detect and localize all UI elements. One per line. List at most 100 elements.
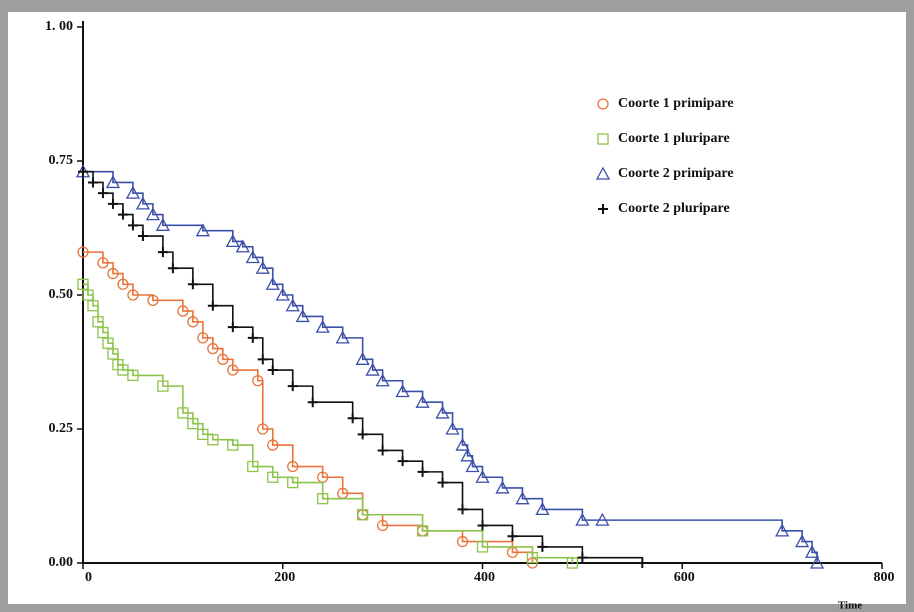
- censor-marker: [127, 289, 139, 301]
- censor-marker: [457, 504, 468, 515]
- y-tick-label: 0.50: [49, 287, 74, 302]
- censor-marker: [177, 305, 189, 317]
- censor-marker: [804, 544, 820, 558]
- censor-marker: [77, 246, 89, 258]
- censor-marker: [267, 471, 279, 483]
- censor-marker: [78, 166, 88, 177]
- censor-marker: [97, 188, 108, 199]
- censor-marker: [77, 278, 89, 290]
- survival-curve: [83, 251, 534, 563]
- legend-marker: [598, 204, 608, 214]
- censor-marker: [265, 276, 280, 290]
- censor-marker: [566, 557, 579, 569]
- censor-marker: [97, 326, 109, 339]
- censor-marker: [355, 351, 370, 365]
- censor-marker: [125, 185, 141, 199]
- censor-marker: [315, 319, 330, 333]
- censor-marker: [255, 260, 270, 274]
- censor-marker: [577, 552, 588, 563]
- censor-marker: [595, 512, 610, 526]
- censor-marker: [435, 405, 450, 419]
- censor-marker: [356, 509, 369, 521]
- censor-marker: [515, 491, 530, 505]
- x-axis-label: Time: [838, 600, 862, 612]
- censor-marker: [87, 177, 98, 188]
- y-tick-label: 0.25: [49, 421, 74, 436]
- censor-marker: [207, 342, 219, 355]
- censor-marker: [82, 289, 94, 301]
- censor-marker: [475, 469, 490, 483]
- censor-marker: [267, 439, 279, 451]
- censor-marker: [357, 429, 368, 440]
- censor-marker: [247, 332, 258, 343]
- censor-marker: [195, 223, 210, 237]
- censor-marker: [275, 287, 290, 301]
- censor-marker: [335, 330, 350, 344]
- x-tick-label: 0: [85, 570, 92, 585]
- censor-marker: [207, 300, 218, 311]
- censor-marker: [92, 316, 104, 328]
- censor-marker: [477, 520, 488, 531]
- censor-marker: [377, 445, 388, 456]
- censor-marker: [247, 460, 259, 473]
- censor-marker: [107, 198, 118, 209]
- censor-marker: [107, 267, 119, 280]
- censor-marker: [227, 364, 239, 376]
- censor-marker: [507, 531, 518, 542]
- survival-curve: [83, 283, 574, 563]
- censor-marker: [287, 460, 299, 473]
- censor-marker: [107, 348, 119, 360]
- censor-marker: [416, 525, 429, 537]
- censor-marker: [127, 220, 138, 231]
- censor-marker: [187, 316, 199, 328]
- censor-marker: [227, 439, 239, 451]
- censor-marker: [537, 541, 548, 552]
- censor-marker: [795, 534, 810, 548]
- censor-marker: [775, 523, 790, 537]
- x-tick-label: 600: [674, 570, 695, 585]
- censor-marker: [317, 493, 329, 505]
- censor-marker: [227, 322, 238, 333]
- censor-marker: [97, 257, 109, 269]
- legend-marker: [595, 166, 611, 180]
- censor-marker: [285, 298, 300, 312]
- x-tick-label: 200: [274, 570, 295, 585]
- x-tick-label: 400: [474, 570, 495, 585]
- censor-marker: [127, 369, 139, 382]
- censor-marker: [287, 381, 298, 392]
- censor-marker: [287, 476, 299, 489]
- censor-marker: [347, 413, 358, 424]
- censor-marker: [445, 421, 460, 435]
- censor-marker: [177, 407, 189, 419]
- censor-marker: [252, 375, 264, 387]
- censor-marker: [87, 300, 99, 312]
- censor-marker: [295, 309, 310, 323]
- legend-marker: [597, 133, 609, 145]
- censor-marker: [495, 480, 510, 494]
- censor-marker: [135, 196, 151, 210]
- censor-marker: [157, 247, 168, 258]
- legend-label: Coorte 2 primipare: [618, 166, 734, 181]
- censor-marker: [365, 362, 380, 376]
- censor-marker: [476, 541, 489, 553]
- plot-background: [8, 12, 906, 604]
- censor-marker: [155, 217, 170, 231]
- censor-marker: [460, 448, 475, 462]
- censor-marker: [417, 466, 428, 477]
- censor-marker: [187, 279, 198, 290]
- censor-marker: [455, 437, 470, 451]
- censor-marker: [145, 207, 161, 221]
- censor-marker: [245, 250, 260, 264]
- censor-marker: [397, 456, 408, 467]
- censor-marker: [235, 239, 250, 253]
- censor-marker: [225, 234, 240, 248]
- censor-marker: [535, 502, 550, 516]
- censor-marker: [102, 337, 114, 349]
- legend-label: Coorte 1 primipare: [618, 96, 734, 111]
- censor-marker: [575, 512, 590, 526]
- y-tick-label: 0.00: [49, 555, 74, 570]
- censor-marker: [456, 535, 469, 548]
- censor-marker: [157, 380, 169, 392]
